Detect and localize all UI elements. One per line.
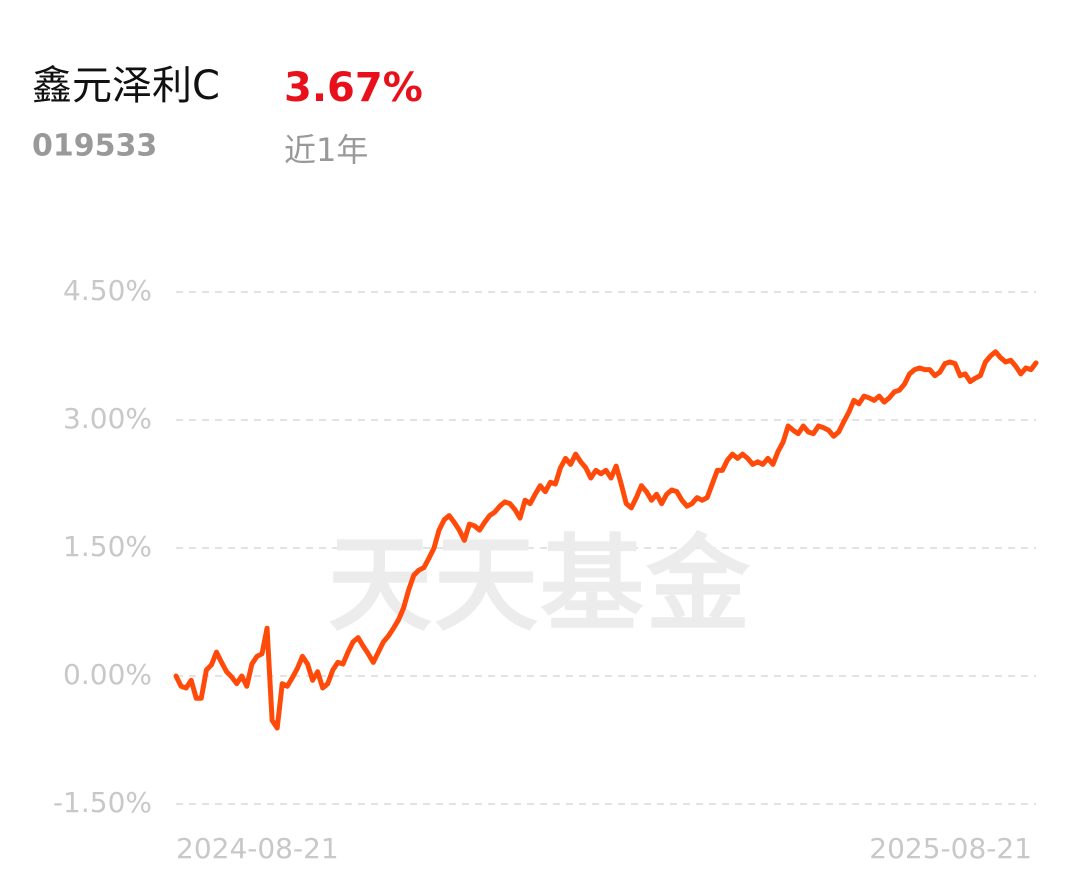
y-tick-label: 3.00% [63,402,152,435]
y-tick-label: -1.50% [53,786,152,819]
x-tick-label: 2025-08-21 [869,832,1032,865]
series-line [173,349,1039,731]
fund-return: 3.67% [284,65,423,111]
period: 近1年 [284,131,368,169]
fund-name: 鑫元泽利C [32,63,220,109]
plot [173,349,1039,731]
fund-code: 019533 [32,129,157,164]
y-tick-label: 0.00% [63,658,152,691]
x-tick-label: 2024-08-21 [176,832,339,865]
y-tick-label: 4.50% [63,274,152,307]
y-tick-label: 1.50% [63,530,152,563]
